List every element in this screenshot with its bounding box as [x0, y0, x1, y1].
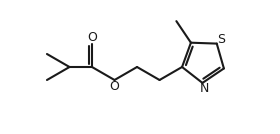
Text: O: O	[109, 81, 120, 94]
Text: N: N	[200, 82, 209, 95]
Text: O: O	[87, 31, 97, 44]
Text: S: S	[217, 33, 225, 46]
